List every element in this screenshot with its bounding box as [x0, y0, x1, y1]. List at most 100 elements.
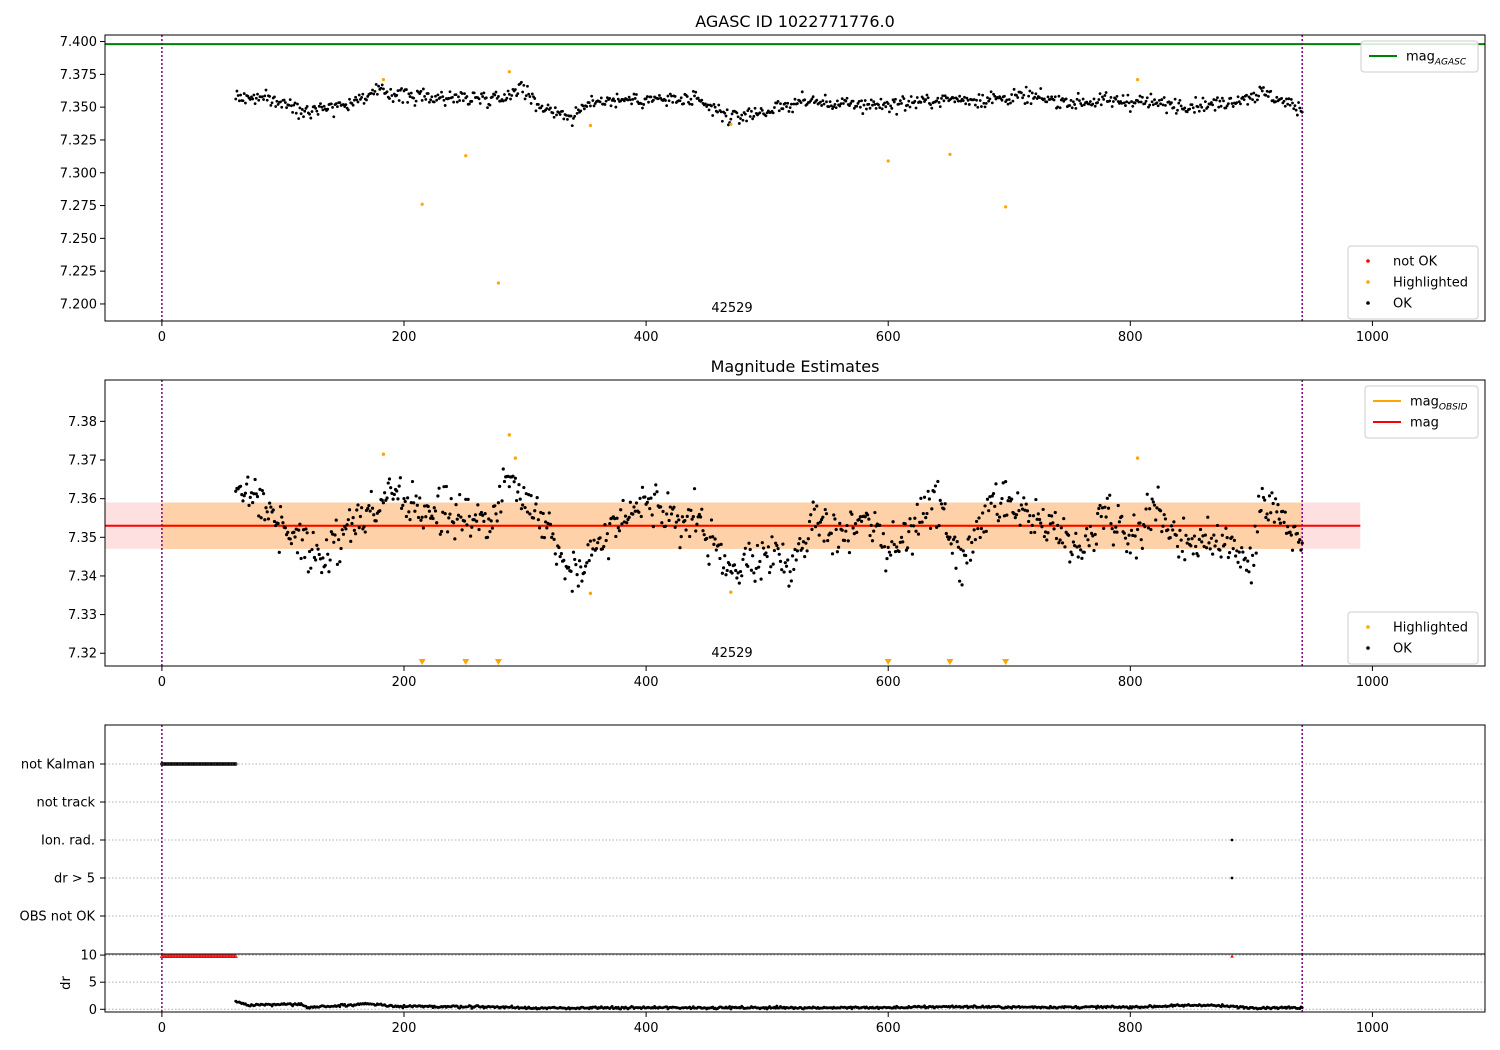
ok-point: [549, 106, 552, 110]
ok-point: [891, 520, 895, 524]
ok-point: [603, 103, 607, 106]
ok-point: [1163, 517, 1168, 521]
ok-point: [1020, 507, 1025, 511]
ok-point: [254, 96, 258, 100]
ok-point: [436, 93, 440, 97]
legend-point-swatch: [1366, 625, 1370, 629]
ok-point: [778, 559, 783, 563]
ok-point: [984, 529, 988, 533]
ok-point: [274, 105, 278, 108]
ok-point: [832, 105, 836, 109]
ok-point: [1072, 100, 1075, 104]
ok-point: [248, 495, 252, 499]
ok-point: [355, 98, 359, 102]
ok-point: [909, 524, 913, 528]
ok-point: [353, 532, 358, 536]
ok-point: [789, 102, 793, 106]
ok-point: [395, 93, 399, 97]
below-range-marker: [462, 659, 470, 665]
ok-point: [895, 112, 899, 116]
ok-point: [950, 551, 954, 555]
ok-point: [247, 503, 251, 507]
ok-point: [1104, 515, 1108, 519]
ok-point: [466, 497, 470, 502]
highlighted-point: [948, 152, 952, 156]
ok-point: [792, 102, 796, 106]
ok-point: [1019, 503, 1023, 507]
ok-point: [1054, 536, 1059, 541]
ok-point: [414, 99, 418, 103]
highlighted-point: [1135, 78, 1140, 82]
ok-point: [250, 95, 253, 99]
ok-point: [724, 573, 728, 577]
ok-point: [1300, 110, 1304, 114]
ok-point: [724, 114, 728, 118]
ok-point: [308, 112, 311, 116]
legend-label-subscript: AGASC: [1434, 58, 1467, 68]
ok-point: [695, 522, 699, 526]
ok-point: [1275, 510, 1279, 514]
below-range-marker: [946, 659, 954, 665]
ok-point: [890, 540, 894, 544]
ok-point: [1224, 106, 1228, 110]
ok-point: [723, 554, 727, 558]
ok-point: [680, 515, 685, 519]
ok-point: [403, 499, 407, 504]
ok-point: [943, 502, 947, 506]
ok-point: [953, 100, 957, 104]
ok-point: [1176, 108, 1179, 112]
highlighted-point: [729, 590, 733, 594]
ok-point: [1273, 497, 1278, 501]
ok-point: [1013, 516, 1017, 520]
ok-point: [1057, 94, 1061, 98]
ok-point: [928, 526, 933, 530]
below-range-marker: [884, 659, 892, 665]
ok-point: [1087, 544, 1091, 548]
ok-point: [1265, 89, 1269, 93]
legend-label: not OK: [1393, 255, 1438, 270]
ok-point: [1024, 85, 1028, 89]
ok-point: [351, 516, 355, 520]
ok-point: [432, 100, 436, 104]
ok-point: [983, 504, 987, 508]
ok-point: [1098, 503, 1102, 508]
ok-point: [776, 100, 780, 103]
ok-point: [527, 92, 531, 96]
legend-label-main: Highlighted: [1393, 621, 1468, 636]
ok-point: [396, 89, 400, 93]
ok-point: [1034, 497, 1038, 502]
x-tick-label: 1000: [1356, 1021, 1389, 1036]
ok-point: [747, 107, 751, 111]
ok-point: [907, 99, 911, 103]
ok-point: [1099, 514, 1103, 519]
ok-point: [824, 512, 829, 516]
ok-point: [817, 533, 821, 537]
ok-point: [1237, 550, 1241, 554]
ok-point: [1106, 506, 1111, 510]
ok-point: [294, 111, 298, 115]
ok-point: [510, 94, 514, 97]
y-tick-label: 0: [89, 1003, 97, 1018]
ok-point: [1081, 97, 1085, 101]
ok-point: [482, 519, 486, 523]
ok-point: [407, 510, 411, 514]
ok-point: [738, 569, 743, 574]
ok-point: [582, 571, 586, 575]
ok-point: [631, 512, 635, 516]
ok-point: [883, 101, 886, 105]
ok-point: [1253, 524, 1257, 528]
ok-point: [1144, 507, 1148, 511]
ok-point: [1082, 103, 1086, 107]
ok-point: [345, 523, 349, 527]
ok-point: [264, 506, 268, 510]
ok-point: [481, 513, 485, 517]
ok-point: [306, 570, 310, 574]
ok-point: [886, 102, 890, 106]
ok-point: [712, 542, 716, 547]
ok-point: [1079, 102, 1083, 105]
ok-point: [410, 479, 415, 484]
ok-point: [1029, 530, 1033, 535]
ok-point: [912, 524, 916, 528]
ok-point: [309, 566, 313, 570]
